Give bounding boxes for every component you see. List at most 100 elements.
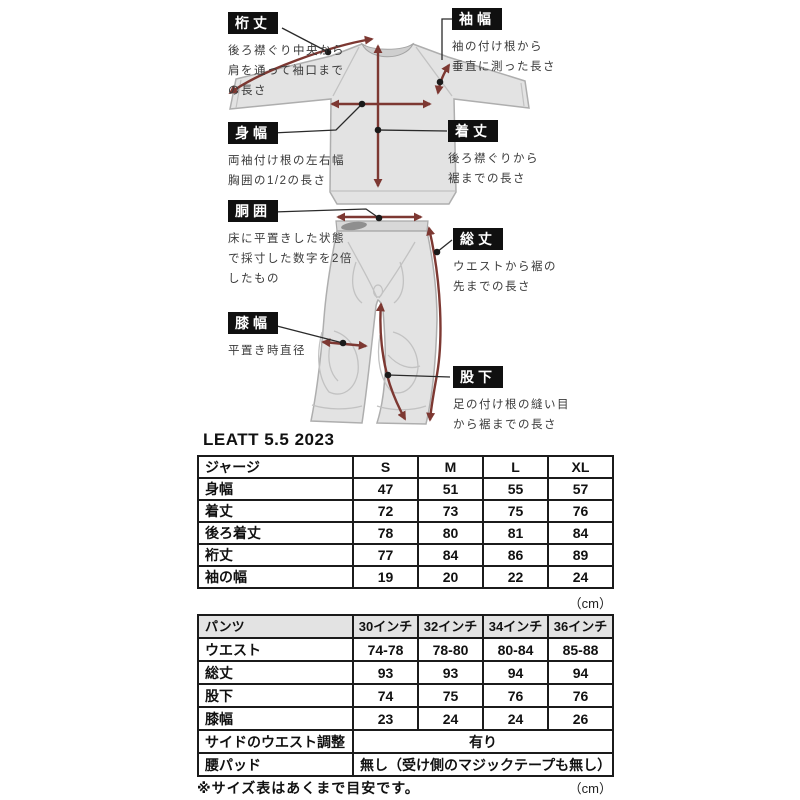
size-cell: 74 xyxy=(352,683,419,708)
size-cell: 20 xyxy=(417,565,484,589)
size-cell: 94 xyxy=(547,660,614,685)
row-label: 着丈 xyxy=(197,499,354,523)
pants-header-30: 30インチ xyxy=(352,614,419,639)
row-label: 腰パッド xyxy=(197,752,354,777)
table-row-waist-adjust: サイドのウエスト調整 有り xyxy=(197,729,614,754)
row-label: 股下 xyxy=(197,683,354,708)
table-row: 身幅 47 51 55 57 xyxy=(197,477,614,501)
jersey-size-table: ジャージ S M L XL 身幅 47 51 55 57 着丈 72 73 75… xyxy=(197,455,614,589)
pants-header-34: 34インチ xyxy=(482,614,549,639)
size-chart-disclaimer: ※サイズ表はあくまで目安です。 xyxy=(197,780,420,796)
size-cell: 76 xyxy=(547,683,614,708)
callout-lines xyxy=(271,18,453,378)
size-cell: 77 xyxy=(352,543,419,567)
pants-unit-label: （cm） xyxy=(568,781,612,796)
table-row-hip-pad: 腰パッド 無し（受け側のマジックテープも無し） xyxy=(197,752,614,777)
callout-soutake: 総丈 ウエストから裾の 先までの長さ xyxy=(453,228,613,297)
soutake-arrow xyxy=(426,226,442,422)
callout-doui: 胴囲 床に平置きした状態 で採寸した数字を2倍 したもの xyxy=(228,200,388,289)
jersey-header-xl: XL xyxy=(547,455,614,479)
size-cell: 24 xyxy=(547,565,614,589)
size-cell: 24 xyxy=(417,706,484,731)
size-cell: 80-84 xyxy=(482,637,549,662)
measure-desc-kitake: 後ろ襟ぐりから 裾までの長さ xyxy=(448,153,539,186)
size-cell: 75 xyxy=(482,499,549,523)
size-cell: 24 xyxy=(482,706,549,731)
size-cell: 78-80 xyxy=(417,637,484,662)
row-label: 膝幅 xyxy=(197,706,354,731)
size-cell: 74-78 xyxy=(352,637,419,662)
size-cell: 93 xyxy=(352,660,419,685)
measure-term-matashita: 股下 xyxy=(453,366,503,388)
row-label: 裄丈 xyxy=(197,543,354,567)
page-title: LEATT 5.5 2023 xyxy=(203,430,335,449)
measure-term-kitake: 着丈 xyxy=(448,120,498,142)
size-cell: 76 xyxy=(482,683,549,708)
size-cell: 86 xyxy=(482,543,549,567)
callout-yukitake: 桁丈 後ろ襟ぐり中央から 肩を通って袖口まで の長さ xyxy=(228,12,388,101)
measure-desc-matashita: 足の付け根の縫い目 から裾までの長さ xyxy=(453,399,570,432)
measure-term-yukitake: 桁丈 xyxy=(228,12,278,34)
sodehaba-arrow xyxy=(434,63,451,95)
size-cell: 26 xyxy=(547,706,614,731)
size-cell: 19 xyxy=(352,565,419,589)
size-cell: 81 xyxy=(482,521,549,545)
row-label: 身幅 xyxy=(197,477,354,501)
span-value: 無し（受け側のマジックテープも無し） xyxy=(352,752,614,777)
size-cell: 55 xyxy=(482,477,549,501)
pants-header-label: パンツ xyxy=(197,614,354,639)
jersey-unit-label: （cm） xyxy=(568,596,612,611)
measure-desc-hizahaba: 平置き時直径 xyxy=(228,345,306,357)
callout-sodehaba: 袖幅 袖の付け根から 垂直に測った長さ xyxy=(452,8,612,77)
table-row: 総丈 93 93 94 94 xyxy=(197,660,614,685)
jersey-header-l: L xyxy=(482,455,549,479)
measure-desc-sodehaba: 袖の付け根から 垂直に測った長さ xyxy=(452,41,556,74)
jersey-header-s: S xyxy=(352,455,419,479)
callout-matashita: 股下 足の付け根の縫い目 から裾までの長さ xyxy=(453,366,613,435)
measure-term-soutake: 総丈 xyxy=(453,228,503,250)
jersey-header-label: ジャージ xyxy=(197,455,354,479)
size-cell: 78 xyxy=(352,521,419,545)
size-cell: 47 xyxy=(352,477,419,501)
size-cell: 80 xyxy=(417,521,484,545)
measure-term-mihaba: 身幅 xyxy=(228,122,278,144)
measure-term-hizahaba: 膝幅 xyxy=(228,312,278,334)
span-value: 有り xyxy=(352,729,614,754)
size-measurement-diagram xyxy=(228,18,530,425)
pants-header-36: 36インチ xyxy=(547,614,614,639)
table-row: 裄丈 77 84 86 89 xyxy=(197,543,614,567)
size-cell: 85-88 xyxy=(547,637,614,662)
pants-header-32: 32インチ xyxy=(417,614,484,639)
callout-kitake: 着丈 後ろ襟ぐりから 裾までの長さ xyxy=(448,120,608,189)
measure-desc-soutake: ウエストから裾の 先までの長さ xyxy=(453,261,557,294)
table-row: 後ろ着丈 78 80 81 84 xyxy=(197,521,614,545)
size-cell: 72 xyxy=(352,499,419,523)
size-cell: 22 xyxy=(482,565,549,589)
size-cell: 23 xyxy=(352,706,419,731)
size-cell: 75 xyxy=(417,683,484,708)
size-cell: 84 xyxy=(417,543,484,567)
row-label: 後ろ着丈 xyxy=(197,521,354,545)
size-cell: 51 xyxy=(417,477,484,501)
callout-hizahaba: 膝幅 平置き時直径 xyxy=(228,312,388,361)
row-label: サイドのウエスト調整 xyxy=(197,729,354,754)
table-row: 股下 74 75 76 76 xyxy=(197,683,614,708)
footer-row: ※サイズ表はあくまで目安です。 （cm） xyxy=(197,778,612,798)
measure-desc-yukitake: 後ろ襟ぐり中央から 肩を通って袖口まで の長さ xyxy=(228,45,345,98)
pants-header-row: パンツ 30インチ 32インチ 34インチ 36インチ xyxy=(197,614,614,639)
row-label: 総丈 xyxy=(197,660,354,685)
row-label: ウエスト xyxy=(197,637,354,662)
size-cell: 93 xyxy=(417,660,484,685)
measure-term-doui: 胴囲 xyxy=(228,200,278,222)
size-cell: 94 xyxy=(482,660,549,685)
table-row: 袖の幅 19 20 22 24 xyxy=(197,565,614,589)
jersey-header-row: ジャージ S M L XL xyxy=(197,455,614,479)
table-row: 膝幅 23 24 24 26 xyxy=(197,706,614,731)
callout-dots xyxy=(324,48,444,379)
size-cell: 84 xyxy=(547,521,614,545)
measure-desc-mihaba: 両袖付け根の左右幅 胸囲の1/2の長さ xyxy=(228,155,345,188)
measurement-arrows xyxy=(228,35,451,422)
table-row: 着丈 72 73 75 76 xyxy=(197,499,614,523)
yukitake-arrow xyxy=(228,35,374,95)
measure-desc-doui: 床に平置きした状態 で採寸した数字を2倍 したもの xyxy=(228,233,353,286)
